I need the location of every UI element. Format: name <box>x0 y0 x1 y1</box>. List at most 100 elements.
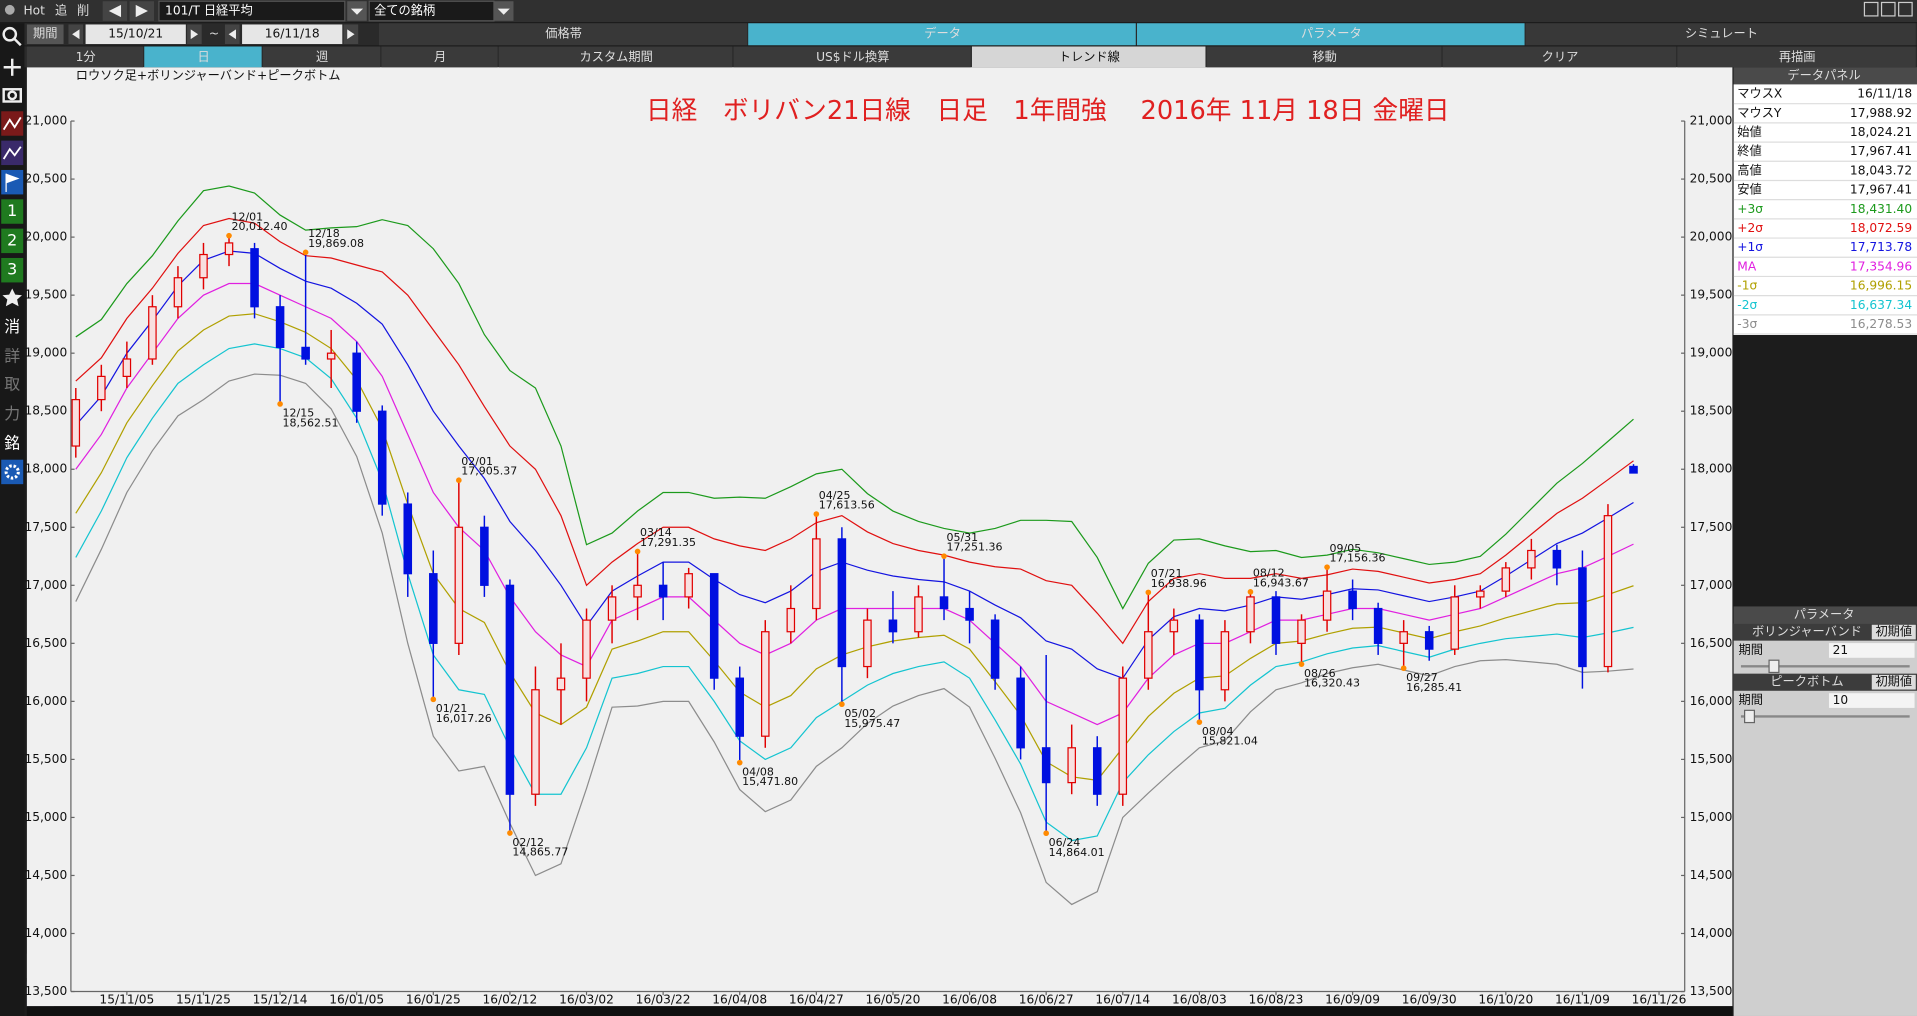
annotation-date: 09/27 <box>1406 671 1438 684</box>
flag-icon[interactable] <box>1 169 24 195</box>
candle-body <box>1169 619 1179 633</box>
candle-body <box>888 619 898 633</box>
toolbar-button[interactable] <box>262 46 381 68</box>
annotation-date: 04/08 <box>742 765 774 778</box>
close-button[interactable] <box>1898 1 1913 17</box>
camera-icon[interactable] <box>2 88 23 103</box>
tab[interactable] <box>378 23 747 46</box>
candle-body <box>352 352 361 412</box>
x-tick-label: 16/08/23 <box>1249 993 1304 1007</box>
x-tick-label: 16/03/02 <box>559 993 614 1007</box>
peak-bottom-marker <box>1043 830 1049 837</box>
param-input[interactable] <box>1828 643 1915 658</box>
from-date[interactable]: 15/10/21 <box>108 27 163 41</box>
y-tick-label-right: 14,000 <box>1690 926 1733 940</box>
peak-bottom-marker <box>507 830 513 836</box>
panel-header <box>1733 606 1917 624</box>
gear-shape <box>4 464 20 480</box>
slider-thumb[interactable] <box>1744 709 1756 724</box>
tab[interactable] <box>1525 23 1916 46</box>
date-box[interactable] <box>85 24 186 45</box>
quick-button[interactable]: 削 <box>77 4 89 18</box>
peak-bottom-marker <box>813 511 820 517</box>
settings-icon[interactable] <box>1 459 24 485</box>
sidebar-label[interactable]: 力 <box>4 404 20 423</box>
x-tick-label: 16/09/30 <box>1402 993 1457 1007</box>
sidebar-label[interactable]: 詳 <box>4 347 20 366</box>
annotation-date: 08/04 <box>1202 725 1234 738</box>
reset-button[interactable] <box>1871 674 1916 690</box>
candle-body <box>275 306 285 348</box>
toolbar-button[interactable] <box>381 46 498 68</box>
band-line <box>75 250 1634 679</box>
panel-row-value: 18,431.40 <box>1850 202 1912 216</box>
candle-body <box>939 596 949 610</box>
y-tick-label-right: 17,000 <box>1690 578 1733 592</box>
toolbar-button[interactable] <box>1442 46 1677 68</box>
toolbar-button[interactable] <box>144 46 262 68</box>
to-date[interactable]: 16/11/18 <box>265 27 320 41</box>
quick-button[interactable]: Hot <box>23 4 45 18</box>
star-icon[interactable] <box>2 288 23 307</box>
candle-body <box>863 619 872 668</box>
candle-body <box>1041 747 1051 784</box>
annotation-date: 05/31 <box>946 531 978 544</box>
candle-body <box>582 619 591 679</box>
slider-thumb[interactable] <box>1768 659 1780 674</box>
annotation-date: 08/12 <box>1253 567 1285 580</box>
toolbar-button[interactable] <box>498 46 733 68</box>
band-line <box>75 373 1634 906</box>
annotation-value: 17,905.37 <box>461 465 517 478</box>
toolbar-button[interactable] <box>26 46 144 68</box>
tab[interactable] <box>748 23 1136 46</box>
toolbar-button[interactable] <box>971 46 1206 68</box>
y-tick-label: 16,000 <box>24 694 67 708</box>
search-icon[interactable] <box>2 26 18 42</box>
toolbar-button-label: 月 <box>434 50 446 64</box>
peak-bottom-marker <box>736 759 743 766</box>
y-tick-label: 17,000 <box>24 578 67 592</box>
reset-button[interactable] <box>1871 624 1916 640</box>
peak-bottom-marker <box>430 696 437 703</box>
x-tick-label: 16/04/08 <box>712 993 767 1007</box>
minimize-button[interactable] <box>1863 1 1879 17</box>
date-box[interactable] <box>242 24 343 45</box>
panel-row-value: 17,713.78 <box>1850 240 1912 254</box>
toolbar-button-label: US$ドル換算 <box>816 49 889 64</box>
candle-body <box>531 689 540 795</box>
sidebar-button[interactable] <box>1 199 24 224</box>
candle-body <box>837 538 847 668</box>
annotation-value: 16,285.41 <box>1406 681 1462 694</box>
maximize-button[interactable] <box>1880 1 1896 17</box>
x-tick-label: 16/01/25 <box>406 993 461 1007</box>
toolbar-button[interactable] <box>1206 46 1442 68</box>
sidebar-label[interactable]: 銘 <box>4 433 20 452</box>
candle-body <box>429 573 438 644</box>
y-tick-label-right: 20,500 <box>1690 172 1733 186</box>
annotation-value: 15,975.47 <box>844 717 900 730</box>
panel-row-label: 始値 <box>1737 124 1761 139</box>
candle-body <box>122 358 132 378</box>
panel-row-value: 18,024.21 <box>1850 125 1912 139</box>
annotation-value: 16,938.96 <box>1151 577 1207 590</box>
sidebar-label[interactable]: 消 <box>4 317 20 336</box>
reset-label: 初期値 <box>1875 624 1912 639</box>
band-line <box>75 343 1634 842</box>
panel-header <box>1733 67 1917 85</box>
sidebar-button[interactable] <box>1 257 24 283</box>
band-line <box>75 217 1634 645</box>
bulb-icon[interactable] <box>4 4 15 15</box>
param-input[interactable] <box>1828 693 1915 708</box>
toolbar-button[interactable] <box>733 46 971 68</box>
panel-row-value: 16,996.15 <box>1850 279 1912 293</box>
tab[interactable] <box>1136 23 1525 46</box>
x-tick-label: 16/03/22 <box>636 993 691 1007</box>
symbol-box[interactable] <box>158 0 346 22</box>
indicator-icon-line <box>2 146 22 160</box>
sidebar-label[interactable]: 取 <box>4 375 20 394</box>
quick-button[interactable]: 追 <box>55 3 67 18</box>
sidebar-button[interactable] <box>1 228 24 254</box>
toolbar-button[interactable] <box>1677 46 1916 68</box>
x-tick-label: 16/11/09 <box>1555 993 1610 1007</box>
annotation-value: 17,613.56 <box>819 499 875 512</box>
